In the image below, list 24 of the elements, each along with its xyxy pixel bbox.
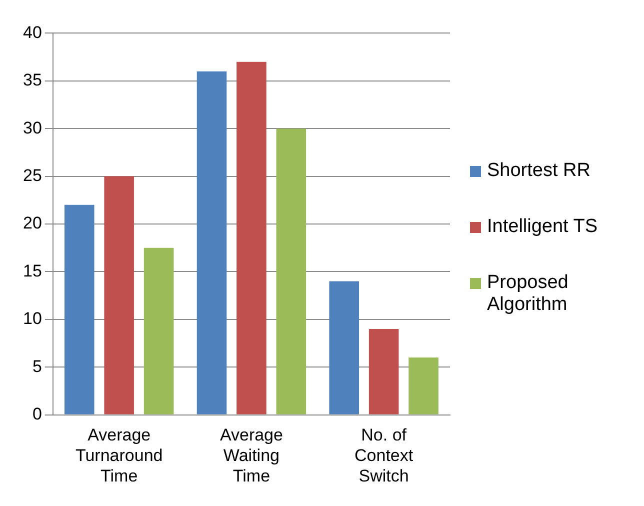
y-tick-label: 30 [22, 118, 42, 138]
bar [64, 204, 94, 414]
x-tick-label: No. of Context Switch [354, 426, 414, 486]
y-tick-label: 40 [22, 22, 42, 42]
bar [408, 358, 438, 414]
bar [236, 62, 266, 414]
y-tick-label: 5 [32, 356, 42, 376]
x-tick-label: Average Waiting Time [220, 426, 283, 486]
bar [144, 248, 174, 414]
bar [104, 176, 134, 414]
bar [276, 128, 306, 414]
legend-label: Shortest RR [487, 160, 590, 182]
legend-label: Proposed Algorithm [487, 272, 570, 316]
legend-label: Intelligent TS [487, 216, 598, 238]
y-tick-label: 35 [22, 70, 42, 90]
bar [329, 281, 359, 414]
x-tick-label: Average Turnaround Time [75, 426, 163, 486]
y-tick-label: 10 [22, 309, 42, 328]
y-tick-label: 15 [22, 261, 42, 280]
bar [196, 71, 227, 414]
bar [368, 328, 399, 414]
y-tick-label: 20 [22, 214, 42, 233]
y-tick-label: 0 [32, 404, 42, 424]
y-tick-label: 25 [22, 166, 42, 185]
